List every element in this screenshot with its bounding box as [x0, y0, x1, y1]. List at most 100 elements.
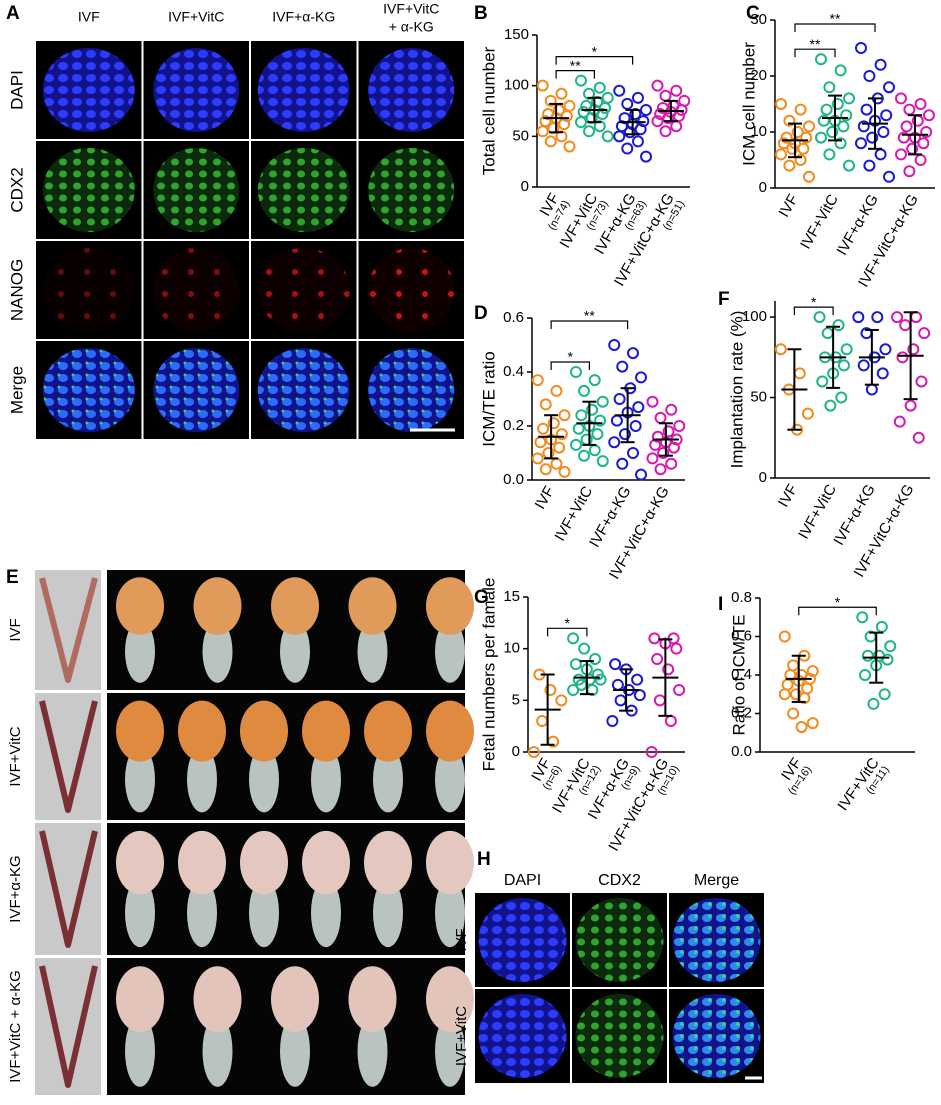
data-point [544, 135, 557, 148]
data-point [550, 457, 563, 470]
data-point [834, 137, 847, 150]
data-point [820, 103, 833, 116]
data-point [865, 383, 878, 396]
data-point [651, 115, 664, 128]
data-point [613, 84, 626, 97]
data-point [866, 131, 879, 144]
data-point [896, 351, 909, 364]
data-point [893, 415, 906, 428]
data-point [574, 74, 587, 87]
data-point [859, 669, 872, 681]
data-point [654, 463, 667, 476]
data-point [635, 468, 648, 481]
embryo-decidua [426, 830, 474, 895]
embryo-stain [42, 348, 135, 432]
data-point [855, 42, 867, 54]
embryo-base [435, 746, 465, 813]
data-point [879, 343, 892, 356]
embryo-stain [257, 148, 350, 232]
image-panels: IVF IVF+VitC IVF+α-KG IVF+VitC + α-KG DAPI CDX… [7, 1, 764, 1095]
data-point [816, 375, 829, 388]
embryo-stain [368, 348, 455, 432]
y-axis-title: Total cell number [479, 46, 498, 175]
uterus [39, 965, 98, 1088]
embryo-decidua [240, 830, 288, 895]
y-tick-label: 0.4 [503, 363, 524, 380]
data-point [614, 694, 627, 707]
y-axis-title: Fetal numbers per famale [479, 578, 498, 772]
embryo-base [249, 878, 279, 948]
embryo-decidua [193, 577, 242, 635]
data-point [563, 99, 576, 112]
row-label: NANOG [7, 259, 26, 321]
uterus [39, 830, 98, 948]
data-point [856, 611, 869, 624]
data-point [567, 632, 580, 645]
data-point [640, 150, 653, 163]
data-point [591, 668, 604, 681]
y-tick-label: 0.2 [503, 417, 524, 434]
data-point [823, 148, 836, 161]
y-tick-label: 0 [759, 179, 767, 196]
embryo-stain [257, 348, 350, 432]
data-point [667, 632, 680, 645]
data-point [880, 109, 893, 122]
data-point [837, 359, 850, 372]
data-point [626, 347, 639, 360]
panel-label: A [6, 3, 20, 24]
data-point [578, 384, 591, 397]
data-point [654, 411, 667, 424]
embryo-base [125, 878, 155, 948]
significance-bracket [794, 48, 836, 58]
x-tick-label: IVF [775, 481, 801, 510]
data-point [775, 98, 787, 110]
data-point [578, 642, 591, 655]
embryo-decidua [116, 700, 164, 762]
y-tick-label: 0.4 [731, 666, 752, 683]
panel-label: H [477, 849, 491, 870]
data-point [558, 409, 571, 422]
significance-bracket [547, 627, 588, 637]
data-point [920, 126, 933, 138]
embryo-stain [257, 248, 350, 332]
data-point [910, 311, 923, 324]
panel-label: G [474, 587, 489, 608]
y-tick-label: 0 [521, 178, 529, 195]
data-point [531, 374, 544, 387]
data-point [787, 707, 800, 720]
data-point [613, 393, 626, 405]
data-point [637, 115, 650, 128]
column-label: CDX2 [598, 872, 641, 889]
embryo-decidua [426, 966, 474, 1032]
data-point [863, 159, 876, 172]
data-point [813, 311, 826, 324]
data-point [794, 154, 807, 166]
data-point [878, 688, 891, 701]
y-tick-label: 0.8 [731, 589, 752, 606]
data-point [601, 91, 614, 104]
data-point [596, 455, 609, 468]
data-point [631, 135, 644, 148]
embryo-decidua [271, 577, 319, 635]
data-point [544, 94, 557, 107]
data-point [550, 384, 563, 397]
uterus [39, 577, 98, 683]
data-point [539, 398, 552, 411]
embryo-decidua [364, 830, 412, 895]
data-point [861, 649, 874, 662]
embryo-stain [478, 994, 567, 1078]
data-point [834, 64, 847, 77]
embryo-base [373, 746, 403, 813]
data-point [875, 620, 888, 633]
y-axis-title: ICM cell number [739, 42, 758, 166]
y-tick-label: 0.2 [731, 704, 752, 721]
significance-bracket [793, 306, 834, 316]
data-point [665, 457, 678, 470]
data-point [645, 746, 658, 758]
data-point [616, 457, 629, 470]
data-point [640, 103, 653, 116]
data-point [552, 103, 565, 116]
